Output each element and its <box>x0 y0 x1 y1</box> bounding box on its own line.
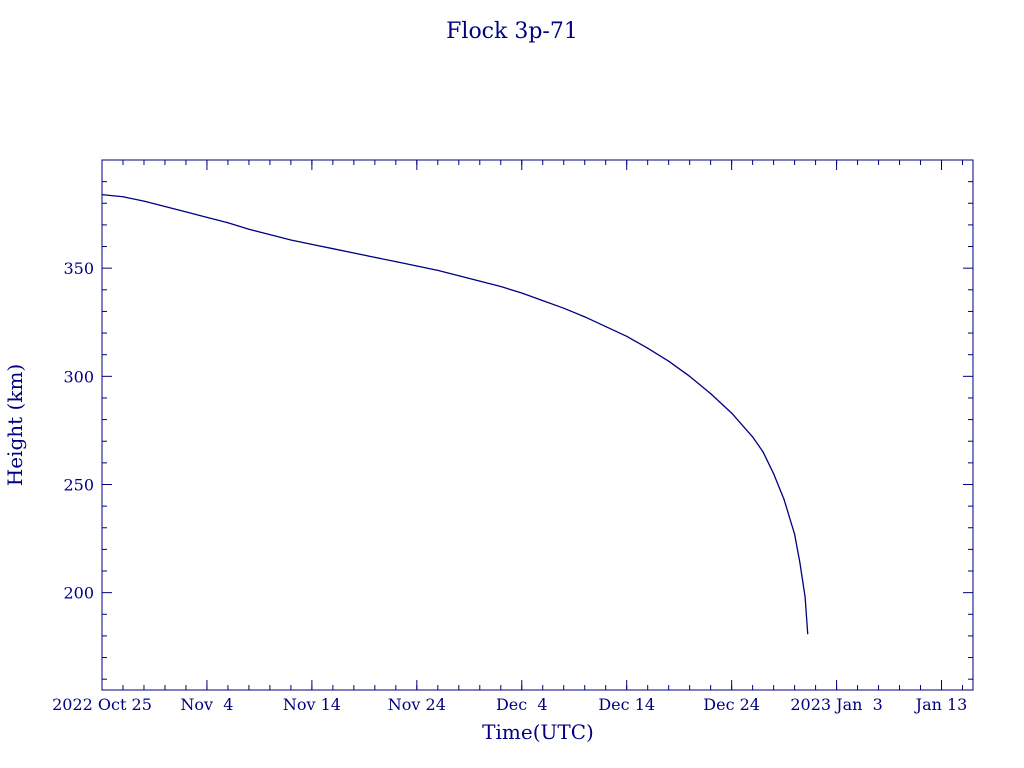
data-point <box>584 316 586 318</box>
x-tick-label: 2022 Oct 25 <box>52 695 152 714</box>
data-point <box>689 375 691 377</box>
data-point <box>762 451 764 453</box>
data-point <box>563 307 565 309</box>
data-point <box>542 300 544 302</box>
data-point <box>783 499 785 501</box>
x-tick-label: Nov 14 <box>283 695 341 714</box>
data-point <box>164 205 166 208</box>
data-point <box>794 533 796 535</box>
data-point <box>626 335 628 337</box>
data-point <box>437 269 439 271</box>
x-tick-label: Dec 14 <box>598 695 655 714</box>
data-point <box>227 222 229 224</box>
data-point <box>185 211 187 213</box>
data-point <box>647 347 649 349</box>
data-point <box>353 252 355 254</box>
data-point <box>122 196 124 198</box>
x-ticks: 2022 Oct 25 Nov 4 Nov 14 Nov 24 Dec 4 Dec 14 D… <box>52 160 967 714</box>
data-point <box>143 200 145 202</box>
data-point <box>500 285 502 288</box>
data-point <box>248 228 250 230</box>
data-point <box>799 561 801 563</box>
plot-frame <box>101 159 974 691</box>
x-tick-label: 2023 Jan 3 <box>790 695 882 714</box>
data-point <box>101 194 103 196</box>
y-ticks: 200 250 300 350 <box>63 181 973 680</box>
x-axis-label: Time(UTC) <box>482 720 594 744</box>
x-tick-label: Dec 24 <box>703 695 760 714</box>
data-point <box>332 248 334 250</box>
data-point <box>269 234 271 236</box>
height-series-line <box>101 193 809 634</box>
data-point <box>521 292 523 294</box>
data-point <box>311 243 313 245</box>
chart-title: Flock 3p-71 <box>446 19 578 44</box>
data-point <box>605 325 607 328</box>
data-point <box>731 412 733 414</box>
y-tick-label: 250 <box>63 475 94 494</box>
data-point <box>773 473 775 475</box>
x-tick-label: Jan 13 <box>914 695 968 714</box>
y-tick-label: 300 <box>63 367 94 386</box>
data-point <box>290 239 292 241</box>
data-point <box>458 275 460 277</box>
y-tick-label: 350 <box>63 259 94 278</box>
data-point <box>752 436 754 438</box>
x-tick-label: Dec 4 <box>496 695 548 714</box>
x-tick-label: Nov 24 <box>388 695 446 714</box>
y-axis-label: Height (km) <box>3 364 27 486</box>
data-point <box>416 265 418 267</box>
y-tick-label: 200 <box>63 584 94 603</box>
x-tick-label: Nov 4 <box>180 695 233 714</box>
data-point <box>804 596 806 598</box>
data-point <box>374 256 376 258</box>
series-layer <box>101 193 809 635</box>
data-point <box>206 216 208 218</box>
data-point <box>807 633 809 635</box>
data-point <box>479 280 481 282</box>
data-point <box>395 261 397 263</box>
data-point <box>668 360 670 362</box>
data-point <box>710 393 712 395</box>
